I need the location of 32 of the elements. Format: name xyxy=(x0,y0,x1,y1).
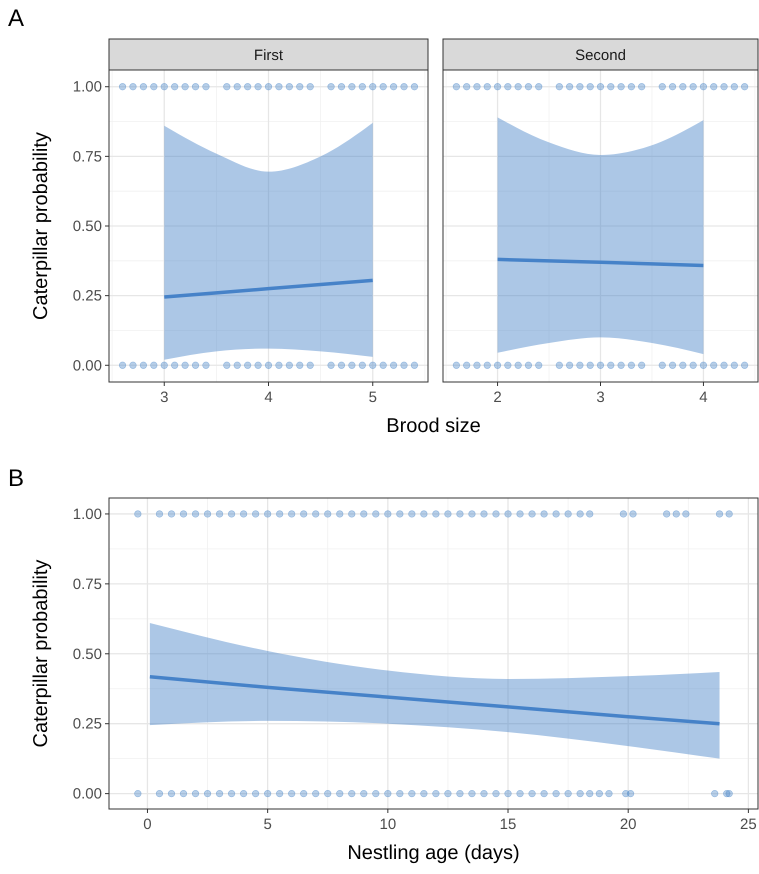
y-tick-label: 0.50 xyxy=(72,646,102,663)
chart-title: B xyxy=(8,465,24,492)
y-tick-label: 1.00 xyxy=(72,506,102,523)
x-tick-label: 5 xyxy=(263,816,272,833)
x-tick-label: 5 xyxy=(368,389,377,406)
x-tick-label: 20 xyxy=(620,816,637,833)
chart-subtitle: First xyxy=(254,47,284,64)
y-tick-label: 1.00 xyxy=(72,78,102,96)
x-tick-label: 4 xyxy=(699,389,708,406)
y-tick-label: 0.75 xyxy=(72,148,102,166)
x-tick-label: 15 xyxy=(500,816,516,833)
y-tick-label: 0.50 xyxy=(72,218,102,235)
x-tick-label: 0 xyxy=(143,816,152,833)
chart-title: A xyxy=(8,5,24,32)
y-tick-label: 0.00 xyxy=(72,357,102,374)
x-tick-label: 2 xyxy=(493,389,502,406)
x-tick-label: 4 xyxy=(264,389,273,406)
x-tick-label: 3 xyxy=(160,389,168,406)
y-tick-label: 0.00 xyxy=(72,786,102,803)
y-axis-title: Caterpillar probability xyxy=(30,560,52,748)
y-tick-label: 0.25 xyxy=(72,288,102,305)
y-axis-title: Caterpillar probability xyxy=(30,132,52,320)
y-tick-label: 0.25 xyxy=(72,716,102,733)
line-series xyxy=(162,278,374,299)
line-series xyxy=(148,674,722,726)
x-axis-title: Nestling age (days) xyxy=(347,842,520,864)
x-tick-label: 25 xyxy=(740,816,757,833)
y-tick-label: 0.75 xyxy=(72,576,102,593)
x-axis-title: Brood size xyxy=(386,415,481,437)
chart-subtitle: Second xyxy=(575,47,626,64)
x-tick-label: 3 xyxy=(596,389,605,406)
x-tick-label: 10 xyxy=(379,816,396,833)
